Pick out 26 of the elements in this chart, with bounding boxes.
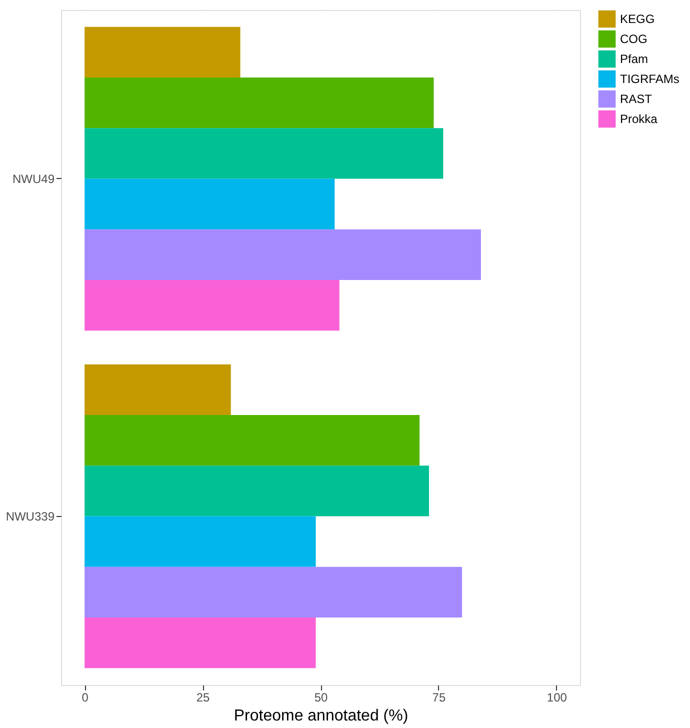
- x-tick-label: 50: [314, 690, 328, 704]
- bar: [84, 415, 420, 466]
- bar: [84, 364, 231, 415]
- x-axis-title: Proteome annotated (%): [234, 708, 408, 724]
- y-tick-label: NWU339: [6, 509, 55, 524]
- legend-label: KEGG: [620, 12, 655, 26]
- y-tick-label: NWU49: [12, 172, 55, 186]
- bar: [84, 26, 240, 78]
- legend-label: Prokka: [620, 112, 658, 126]
- bar: [84, 618, 316, 668]
- bar: [84, 178, 335, 230]
- bar: [84, 280, 340, 331]
- legend-label: COG: [620, 32, 648, 46]
- bar: [84, 466, 430, 516]
- bar: [84, 516, 316, 567]
- bar: [84, 229, 481, 280]
- bar: [84, 128, 444, 179]
- legend-label: TIGRFAMs: [620, 72, 680, 86]
- legend-label: Pfam: [620, 52, 648, 66]
- bar: [84, 566, 462, 618]
- x-tick-label: 75: [432, 690, 446, 704]
- bar: [84, 78, 434, 128]
- x-tick-label: 25: [196, 690, 210, 704]
- x-tick-label: 0: [82, 690, 89, 704]
- legend-label: RAST: [620, 92, 653, 106]
- x-tick-label: 100: [546, 690, 568, 704]
